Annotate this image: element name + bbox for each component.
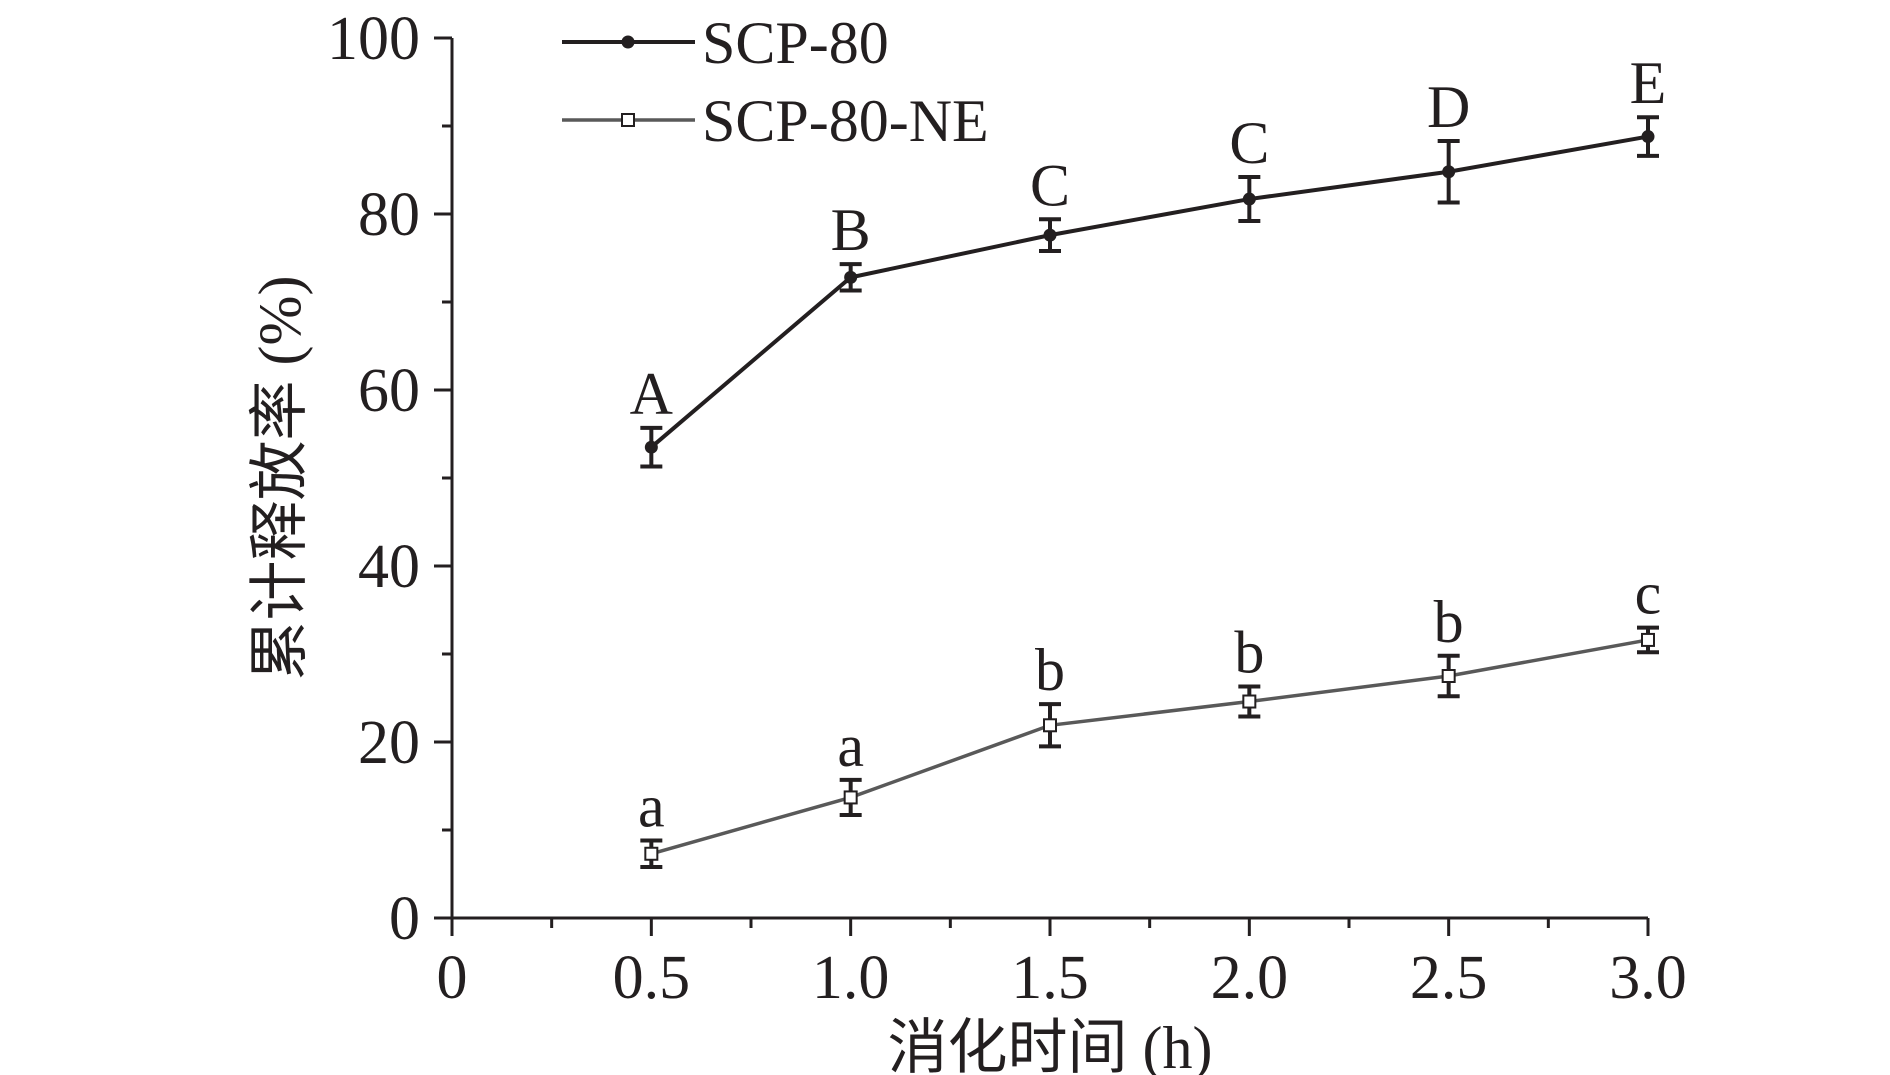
data-point <box>644 846 659 861</box>
significance-label: A <box>630 361 673 427</box>
data-point <box>844 270 858 284</box>
series-line <box>650 638 1649 856</box>
significance-label: a <box>638 774 665 840</box>
y-tick-label: 0 <box>389 885 420 953</box>
significance-label: b <box>1035 637 1065 703</box>
x-tick-label: 0.5 <box>613 944 691 1012</box>
legend-label: SCP-80 <box>702 10 889 76</box>
y-tick-label: 100 <box>327 5 420 73</box>
significance-label: B <box>831 197 871 263</box>
y-tick-label: 40 <box>358 533 420 601</box>
x-tick-label: 1.0 <box>812 944 890 1012</box>
data-point <box>1641 632 1655 647</box>
significance-label: b <box>1234 620 1264 686</box>
x-tick-label: 0 <box>437 944 468 1012</box>
x-tick-label: 1.5 <box>1011 944 1089 1012</box>
y-tick-label: 20 <box>358 709 420 777</box>
x-axis-title: 消化时间 (h) <box>888 1015 1213 1075</box>
data-point <box>1641 130 1655 144</box>
significance-label: C <box>1229 110 1269 176</box>
x-tick-label: 3.0 <box>1609 944 1687 1012</box>
data-point <box>843 790 858 805</box>
y-axis-title: 累计释放率 (%) <box>247 276 313 681</box>
series-line <box>650 134 1649 449</box>
significance-label: E <box>1630 50 1667 116</box>
y-tick-label: 80 <box>358 181 420 249</box>
data-point <box>1043 718 1057 733</box>
series-layer: A B C C D Ea a b b b c <box>630 50 1667 869</box>
x-tick-label: 2.0 <box>1211 944 1289 1012</box>
series-SCP-80: A B C C D E <box>630 50 1667 469</box>
y-tick-label: 60 <box>358 357 420 425</box>
legend: SCP-80 SCP-80-NE <box>562 10 989 154</box>
significance-label: D <box>1427 74 1470 140</box>
data-point <box>1242 192 1256 206</box>
x-tick-label: 2.5 <box>1410 944 1488 1012</box>
data-point <box>1442 165 1456 179</box>
significance-label: c <box>1635 561 1662 627</box>
significance-label: a <box>837 713 864 779</box>
significance-label: C <box>1030 152 1070 218</box>
legend-marker <box>621 35 635 49</box>
data-point <box>1242 694 1257 709</box>
data-point <box>1043 228 1057 242</box>
series-SCP-80-NE: a a b b b c <box>638 561 1662 869</box>
axes: 0 20 40 60 80 100 0 0.5 1.0 1.5 2.0 2.5 3.0 <box>327 5 1687 1012</box>
data-point <box>1441 669 1456 683</box>
legend-marker <box>621 113 635 127</box>
legend-label: SCP-80-NE <box>702 88 989 154</box>
significance-label: b <box>1434 589 1464 655</box>
data-point <box>644 440 658 454</box>
